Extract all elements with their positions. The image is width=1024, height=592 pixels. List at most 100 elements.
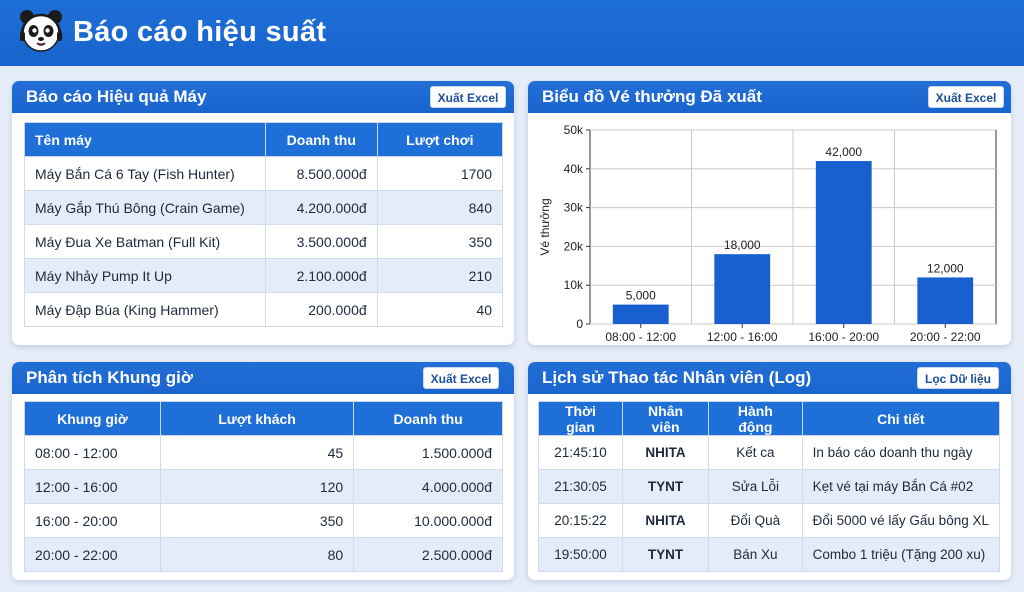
table-row[interactable]: Máy Nhảy Pump It Up 2.100.000đ 210: [24, 258, 504, 293]
ticket-chart-header: Biểu đồ Vé thưởng Đã xuất Xuất Excel: [528, 81, 1011, 113]
visitors-cell: 80: [159, 537, 355, 572]
detail-cell: Kẹt vé tại máy Bắn Cá #02: [801, 469, 1001, 504]
top-bar: Báo cáo hiệu suất: [0, 0, 1024, 66]
column-header[interactable]: Khung giờ: [24, 401, 161, 436]
table-row[interactable]: Máy Đập Búa (King Hammer) 200.000đ 40: [24, 292, 504, 327]
visitors-cell: 350: [159, 503, 355, 538]
x-tick-label: 20:00 - 22:00: [910, 330, 981, 344]
machine-report-title: Báo cáo Hiệu quả Máy: [26, 87, 207, 106]
y-tick-label: 0: [576, 317, 583, 331]
visitors-cell: 120: [159, 469, 355, 504]
column-header[interactable]: Nhân viên: [621, 401, 710, 436]
revenue-cell: 2.100.000đ: [264, 258, 378, 293]
table-row[interactable]: 20:00 - 22:00 80 2.500.000đ: [24, 537, 503, 572]
table-row[interactable]: 21:45:10 NHITA Kết ca In báo cáo doanh t…: [538, 435, 1001, 470]
time-cell: 21:30:05: [538, 469, 623, 504]
y-tick-label: 50k: [564, 123, 584, 137]
x-tick-label: 08:00 - 12:00: [605, 330, 676, 344]
staff-cell: TYNT: [621, 537, 710, 572]
plays-cell: 840: [376, 190, 504, 225]
x-tick-label: 12:00 - 16:00: [707, 330, 778, 344]
table-row[interactable]: 12:00 - 16:00 120 4.000.000đ: [24, 469, 503, 504]
table-row[interactable]: Máy Bắn Cá 6 Tay (Fish Hunter) 8.500.000…: [24, 156, 504, 191]
staff-cell: TYNT: [621, 469, 710, 504]
action-cell: Bán Xu: [708, 537, 803, 572]
action-cell: Sửa Lỗi: [708, 469, 803, 504]
detail-cell: Đổi 5000 vé lấy Gấu bông XL: [801, 503, 1001, 538]
time-cell: 20:15:22: [538, 503, 623, 538]
column-header[interactable]: Hành động: [708, 401, 803, 436]
panda-logo-icon: [20, 10, 62, 52]
revenue-cell: 200.000đ: [264, 292, 378, 327]
column-header[interactable]: Doanh thu: [264, 122, 378, 157]
bar: [714, 254, 771, 324]
table-row[interactable]: 19:50:00 TYNT Bán Xu Combo 1 triệu (Tặng…: [538, 537, 1001, 572]
machine-name-cell: Máy Đập Búa (King Hammer): [24, 292, 266, 327]
table-row[interactable]: 16:00 - 20:00 350 10.000.000đ: [24, 503, 503, 538]
time-cell: 21:45:10: [538, 435, 623, 470]
machine-report-table: Tên máy Doanh thu Lượt chơi Máy Bắn Cá 6…: [24, 122, 504, 327]
data-label: 18,000: [724, 238, 761, 252]
table-row[interactable]: Máy Đua Xe Batman (Full Kit) 3.500.000đ …: [24, 224, 504, 259]
column-header[interactable]: Tên máy: [24, 122, 266, 157]
revenue-cell: 10.000.000đ: [353, 503, 503, 538]
table-row[interactable]: 21:30:05 TYNT Sửa Lỗi Kẹt vé tại máy Bắn…: [538, 469, 1001, 504]
bar: [612, 304, 669, 324]
timeslot-cell: 08:00 - 12:00: [24, 435, 161, 470]
staff-log-table: Thời gian Nhân viên Hành động Chi tiết 2…: [538, 401, 1001, 572]
y-tick-label: 40k: [564, 162, 584, 176]
table-header-row: Khung giờ Lượt khách Doanh thu: [24, 401, 503, 436]
export-excel-button[interactable]: Xuất Excel: [430, 86, 506, 108]
timeslot-cell: 16:00 - 20:00: [24, 503, 161, 538]
machine-name-cell: Máy Đua Xe Batman (Full Kit): [24, 224, 266, 259]
table-row[interactable]: 08:00 - 12:00 45 1.500.000đ: [24, 435, 503, 470]
bar: [917, 277, 974, 324]
action-cell: Đổi Quà: [708, 503, 803, 538]
ticket-chart-title: Biểu đồ Vé thưởng Đã xuất: [542, 87, 762, 106]
table-header-row: Tên máy Doanh thu Lượt chơi: [24, 122, 504, 157]
data-label: 5,000: [626, 289, 656, 303]
table-header-row: Thời gian Nhân viên Hành động Chi tiết: [538, 401, 1001, 436]
staff-log-title: Lịch sử Thao tác Nhân viên (Log): [542, 368, 812, 387]
timeslot-cell: 20:00 - 22:00: [24, 537, 161, 572]
staff-log-card: Lịch sử Thao tác Nhân viên (Log) Lọc Dữ …: [528, 362, 1011, 580]
machine-report-card: Báo cáo Hiệu quả Máy Xuất Excel Tên máy …: [12, 81, 514, 345]
x-tick-label: 16:00 - 20:00: [808, 330, 879, 344]
action-cell: Kết ca: [708, 435, 803, 470]
revenue-cell: 4.000.000đ: [353, 469, 503, 504]
visitors-cell: 45: [159, 435, 355, 470]
data-label: 12,000: [927, 261, 964, 275]
y-tick-label: 30k: [564, 201, 584, 215]
plays-cell: 350: [376, 224, 504, 259]
machine-report-header: Báo cáo Hiệu quả Máy Xuất Excel: [12, 81, 514, 113]
column-header[interactable]: Lượt khách: [159, 401, 355, 436]
column-header[interactable]: Lượt chơi: [376, 122, 504, 157]
timeslot-analysis-title: Phân tích Khung giờ: [26, 368, 193, 387]
plays-cell: 40: [376, 292, 504, 327]
y-tick-label: 20k: [564, 239, 584, 253]
timeslot-analysis-header: Phân tích Khung giờ Xuất Excel: [12, 362, 514, 394]
ticket-bar-chart: 0 10k 20k 30k 40k 50k Vé thưởng 5,000 08:00 - 12…: [538, 123, 997, 344]
revenue-cell: 2.500.000đ: [353, 537, 503, 572]
page-title: Báo cáo hiệu suất: [73, 16, 327, 48]
revenue-cell: 4.200.000đ: [264, 190, 378, 225]
timeslot-analysis-card: Phân tích Khung giờ Xuất Excel Khung giờ…: [12, 362, 514, 580]
machine-name-cell: Máy Gắp Thú Bông (Crain Game): [24, 190, 266, 225]
table-row[interactable]: 20:15:22 NHITA Đổi Quà Đổi 5000 vé lấy G…: [538, 503, 1001, 538]
staff-cell: NHITA: [621, 435, 710, 470]
detail-cell: In báo cáo doanh thu ngày: [801, 435, 1001, 470]
revenue-cell: 3.500.000đ: [264, 224, 378, 259]
export-excel-button[interactable]: Xuất Excel: [423, 367, 499, 389]
staff-cell: NHITA: [621, 503, 710, 538]
machine-name-cell: Máy Nhảy Pump It Up: [24, 258, 266, 293]
y-tick-label: 10k: [564, 278, 584, 292]
data-label: 42,000: [825, 145, 862, 159]
column-header[interactable]: Thời gian: [538, 401, 623, 436]
column-header[interactable]: Chi tiết: [801, 401, 1001, 436]
plays-cell: 210: [376, 258, 504, 293]
table-row[interactable]: Máy Gắp Thú Bông (Crain Game) 4.200.000đ…: [24, 190, 504, 225]
column-header[interactable]: Doanh thu: [353, 401, 503, 436]
revenue-cell: 8.500.000đ: [264, 156, 378, 191]
export-excel-button[interactable]: Xuất Excel: [928, 86, 1004, 108]
filter-data-button[interactable]: Lọc Dữ liệu: [917, 367, 999, 389]
